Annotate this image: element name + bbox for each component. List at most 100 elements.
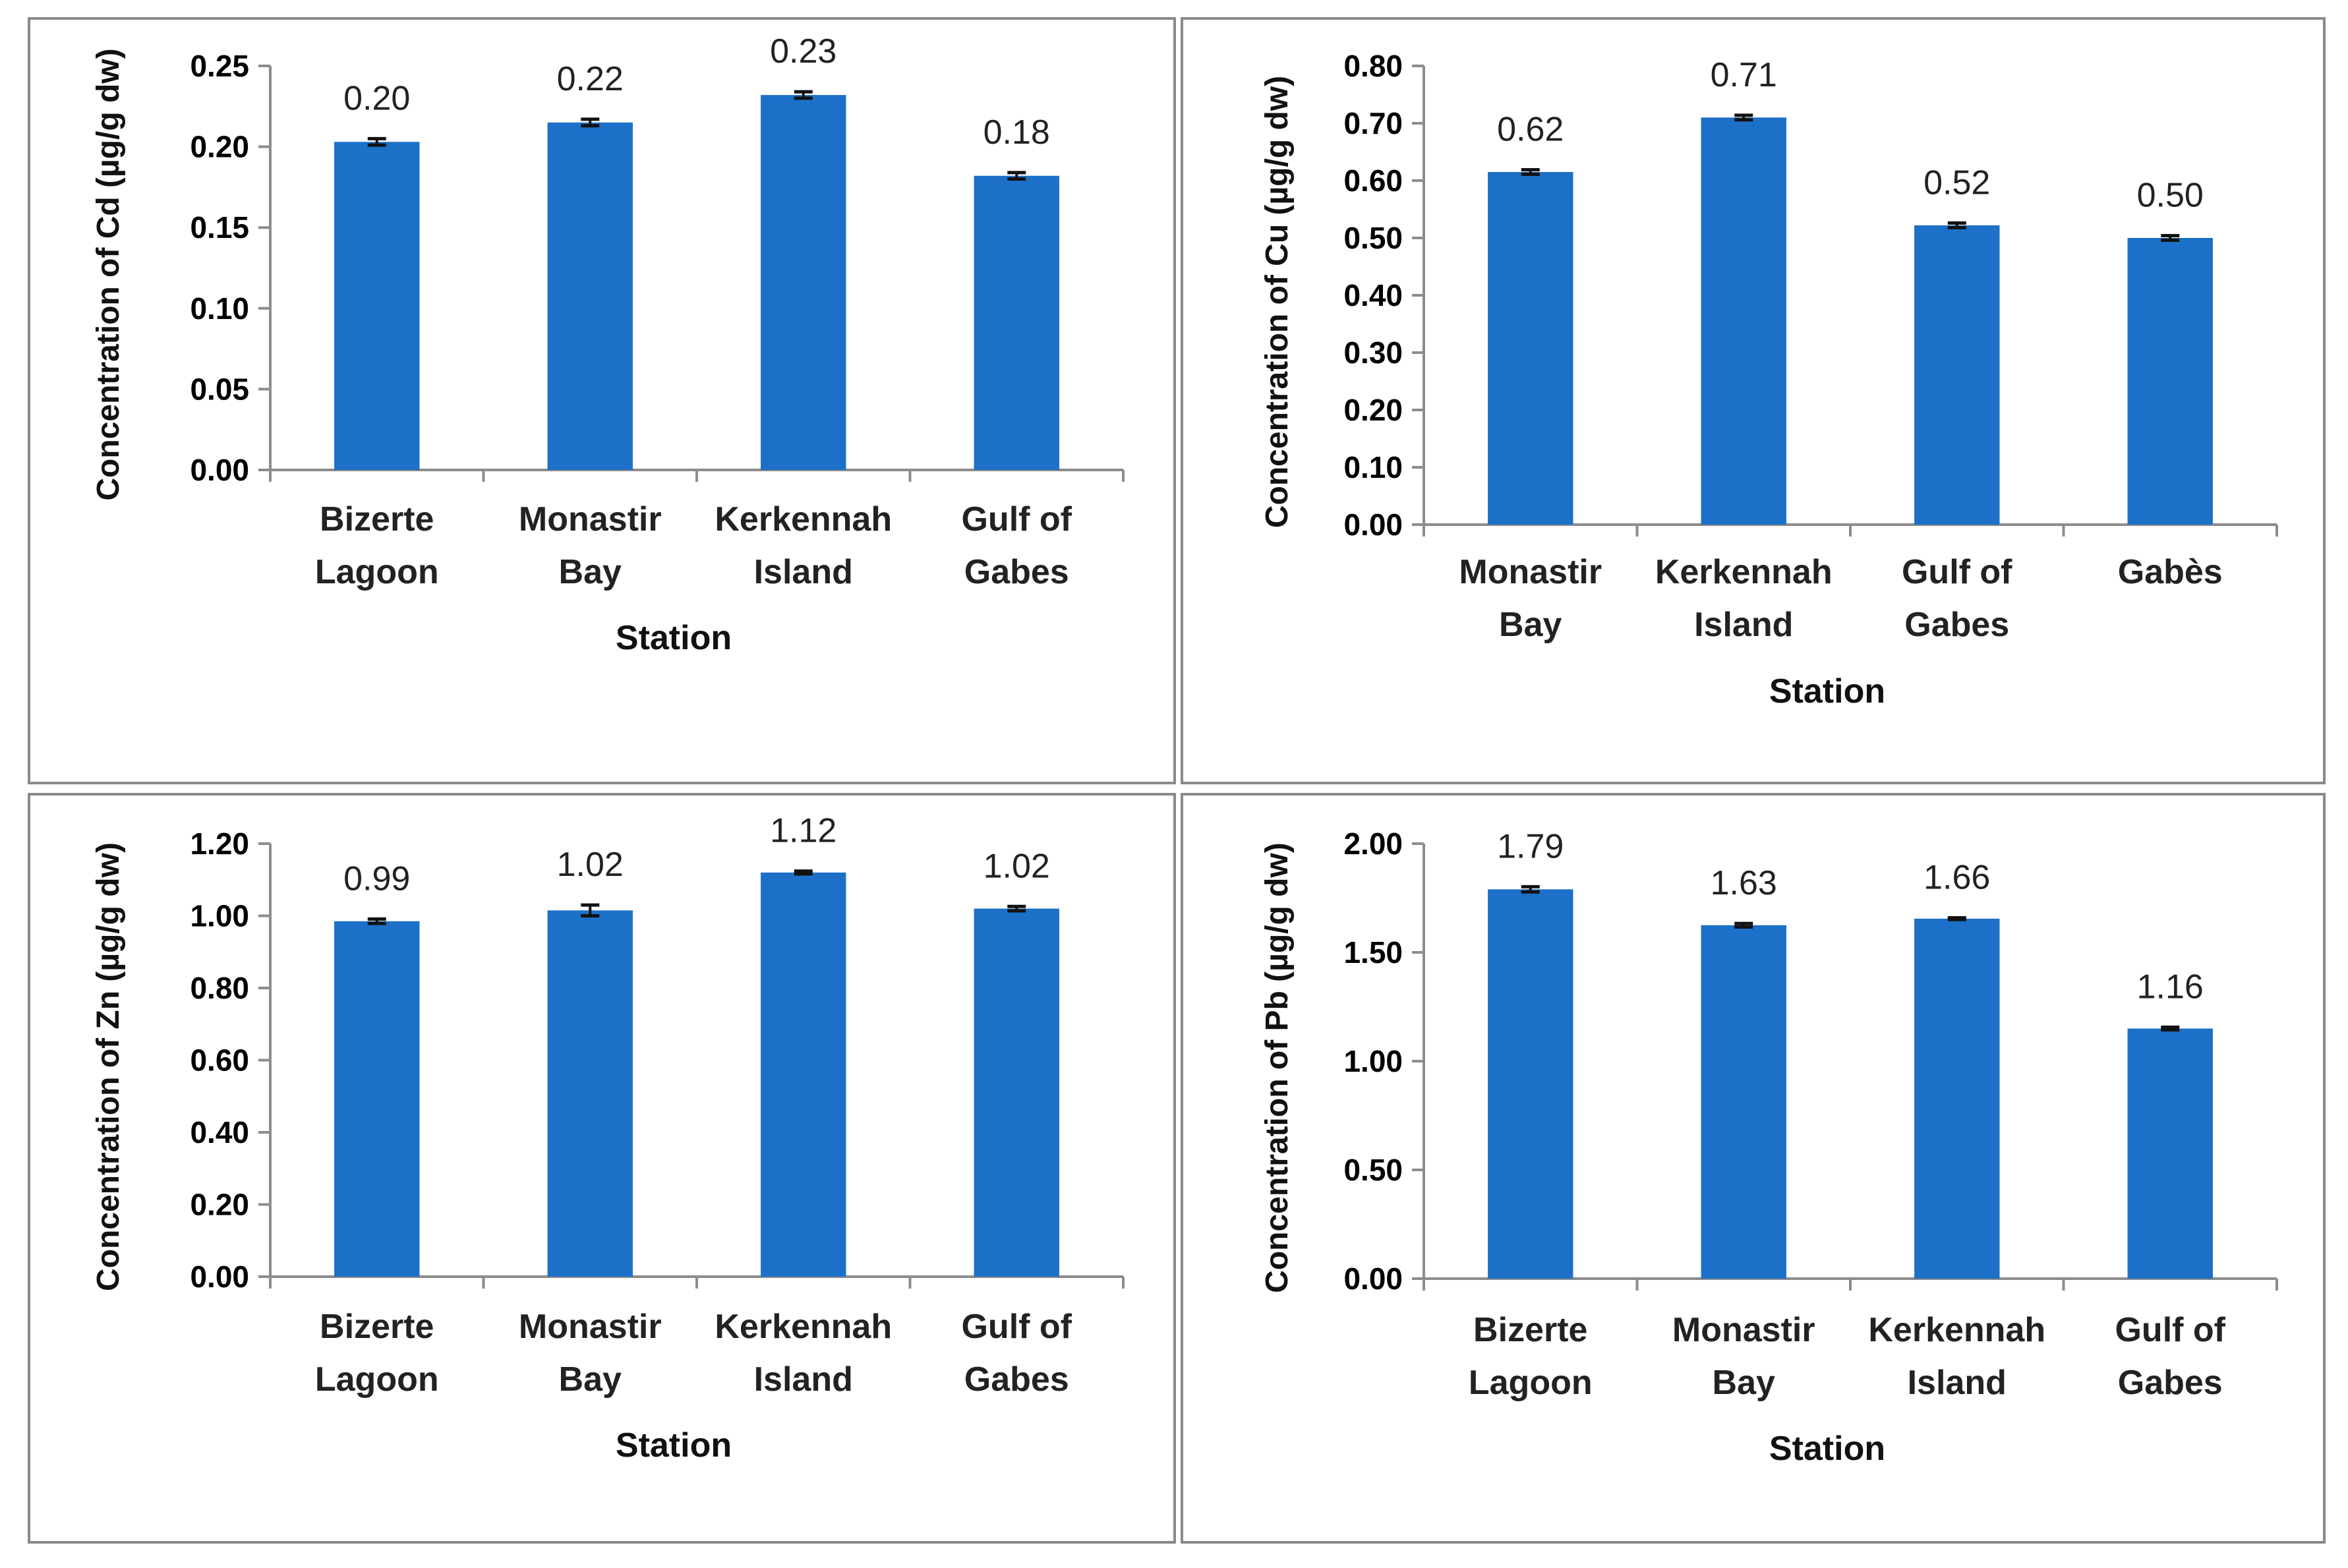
- panel-cd-border: [28, 17, 1176, 784]
- panel-zn-y-tick-label: 0.60: [190, 1043, 249, 1078]
- panel-pb-bar: [1488, 889, 1573, 1279]
- panel-pb-y-tick-label: 0.50: [1343, 1153, 1403, 1187]
- panel-cu-bar: [1914, 225, 2000, 525]
- panel-cd-y-tick-label: 0.20: [190, 130, 249, 164]
- panel-cu-data-label: 0.50: [2137, 177, 2204, 215]
- panel-zn-data-label: 0.99: [343, 859, 410, 898]
- panel-pb-bar: [1701, 925, 1786, 1279]
- panel-pb-y-tick-label: 1.00: [1343, 1044, 1403, 1078]
- panel-zn-bar: [761, 872, 846, 1277]
- panel-pb-category-label: Lagoon: [1469, 1364, 1593, 1402]
- panel-pb-data-label: 1.66: [1923, 859, 1990, 897]
- panel-cu-category-label: Island: [1694, 606, 1793, 644]
- panel-zn-data-label: 1.02: [983, 847, 1050, 885]
- panel-zn-category-label: Gabes: [964, 1360, 1069, 1399]
- panel-cd-category-label: Lagoon: [315, 553, 439, 591]
- panel-pb-y-tick-label: 2.00: [1343, 827, 1403, 861]
- panel-zn-category-label: Bay: [559, 1360, 622, 1399]
- panel-cd-category-label: Monastir: [519, 500, 662, 538]
- panel-pb-border: [1181, 793, 2326, 1544]
- panel-pb-category-label: Island: [1908, 1364, 2007, 1402]
- panel-zn-bar: [334, 921, 420, 1277]
- panel-cu-y-tick-label: 0.10: [1343, 450, 1403, 484]
- panel-zn-bar: [547, 910, 633, 1277]
- panel-cd-x-title: Station: [616, 619, 732, 657]
- panel-pb-y-title: Concentration of Pb (µg/g dw): [1260, 842, 1295, 1293]
- panel-zn-category-label: Gulf of: [961, 1308, 1072, 1346]
- panel-zn-y-tick-label: 1.20: [190, 827, 249, 861]
- panel-pb-bar: [2127, 1028, 2213, 1279]
- panel-cu-data-label: 0.71: [1711, 56, 1777, 94]
- panel-pb-y-tick-label: 0.00: [1343, 1262, 1403, 1296]
- panel-cu-category-label: Kerkennah: [1655, 553, 1833, 591]
- panel-pb-category-label: Gulf of: [2115, 1311, 2225, 1349]
- panel-zn-y-tick-label: 0.20: [190, 1188, 249, 1222]
- panel-zn-data-label: 1.12: [770, 812, 836, 850]
- panel-zn-category-label: Island: [754, 1360, 853, 1399]
- panel-zn-category-label: Kerkennah: [715, 1308, 892, 1346]
- panel-pb-category-label: Bay: [1713, 1364, 1775, 1402]
- panel-zn-border: [28, 793, 1176, 1544]
- panel-cd-y-tick-label: 0.00: [190, 453, 249, 487]
- panel-cd-category-label: Bay: [559, 553, 622, 591]
- panel-pb: 0.00 0.50 1.00 1.50 2.00 1.79 Bizerte Lagoon 1.6…: [1181, 793, 2326, 1544]
- panel-cu-y-tick-label: 0.20: [1343, 393, 1403, 427]
- panel-cu-bar: [1701, 117, 1786, 525]
- panel-cu-data-label: 0.52: [1923, 163, 1990, 202]
- panel-cd-bar: [547, 122, 633, 470]
- panel-cd-data-label: 0.22: [557, 60, 624, 98]
- panel-cd-data-label: 0.23: [770, 32, 836, 71]
- panel-pb-category-label: Monastir: [1672, 1311, 1815, 1349]
- panel-cd-bar: [974, 175, 1059, 470]
- panel-cd-y-tick-label: 0.25: [190, 49, 249, 83]
- panel-zn-category-label: Lagoon: [315, 1360, 439, 1399]
- panel-pb-category-label: Bizerte: [1473, 1311, 1587, 1349]
- panel-cu-y-tick-label: 0.40: [1343, 278, 1403, 312]
- panel-cd-y-tick-label: 0.15: [190, 210, 249, 245]
- panel-cu-category-label: Bay: [1499, 606, 1562, 644]
- panel-zn: 0.00 0.20 0.40 0.60 0.80 1.00 1.20 0.99 Bizerte L…: [28, 793, 1176, 1544]
- panel-zn-data-label: 1.02: [557, 846, 624, 884]
- panel-pb-category-label: Gabes: [2118, 1364, 2223, 1402]
- panel-zn-y-tick-label: 0.40: [190, 1115, 249, 1149]
- panel-zn-y-tick-label: 0.80: [190, 971, 249, 1005]
- panel-pb-x-title: Station: [1769, 1430, 1885, 1468]
- panel-cu-x-title: Station: [1769, 672, 1885, 711]
- panel-zn-category-label: Bizerte: [320, 1308, 434, 1346]
- panel-cd-y-title: Concentration of Cd (µg/g dw): [91, 48, 126, 500]
- panel-cu-y-tick-label: 0.80: [1343, 49, 1403, 83]
- panel-cd-y-tick-label: 0.10: [190, 291, 249, 326]
- panel-zn-category-label: Monastir: [519, 1308, 662, 1346]
- panel-pb-y-tick-label: 1.50: [1343, 935, 1403, 970]
- panel-zn-y-tick-label: 1.00: [190, 899, 249, 933]
- panel-cu-y-tick-label: 0.60: [1343, 163, 1403, 198]
- panel-cu-category-label: Monastir: [1459, 553, 1602, 591]
- panel-cd-category-label: Bizerte: [320, 500, 434, 538]
- panel-pb-category-label: Kerkennah: [1868, 1311, 2045, 1349]
- panel-cu-y-tick-label: 0.30: [1343, 335, 1403, 370]
- panel-cu-y-title: Concentration of Cu (µg/g dw): [1260, 76, 1295, 528]
- panel-cd-data-label: 0.20: [343, 79, 410, 117]
- panel-cd-category-label: Gulf of: [961, 500, 1072, 538]
- panel-cu: 0.00 0.10 0.20 0.30 0.40 0.50 0.60 0.70 0.80 0.62…: [1181, 17, 2326, 784]
- panel-pb-data-label: 1.16: [2137, 968, 2204, 1006]
- panel-cd-y-tick-label: 0.05: [190, 372, 249, 406]
- panel-cd: 0.00 0.05 0.10 0.15 0.20 0.25 0.20 Bizerte Lagoo…: [28, 17, 1176, 784]
- panel-pb-data-label: 1.63: [1711, 864, 1777, 902]
- panel-zn-y-tick-label: 0.00: [190, 1260, 249, 1294]
- panel-cd-bar: [761, 95, 846, 471]
- panel-cd-category-label: Gabes: [964, 553, 1069, 591]
- panel-zn-x-title: Station: [616, 1426, 732, 1465]
- panel-cd-bar: [334, 142, 420, 470]
- panel-cu-category-label: Gabes: [1904, 606, 2009, 644]
- panel-cu-border: [1181, 17, 2326, 784]
- panel-cd-category-label: Island: [754, 553, 853, 591]
- panel-cu-bar: [1488, 171, 1573, 525]
- panel-cu-y-tick-label: 0.00: [1343, 508, 1403, 542]
- panel-pb-data-label: 1.79: [1497, 827, 1564, 865]
- panel-cu-bar: [2127, 238, 2213, 525]
- panel-cu-category-label: Gulf of: [1902, 553, 2012, 591]
- panel-zn-y-title: Concentration of Zn (µg/g dw): [91, 842, 126, 1291]
- panel-cu-data-label: 0.62: [1497, 110, 1564, 148]
